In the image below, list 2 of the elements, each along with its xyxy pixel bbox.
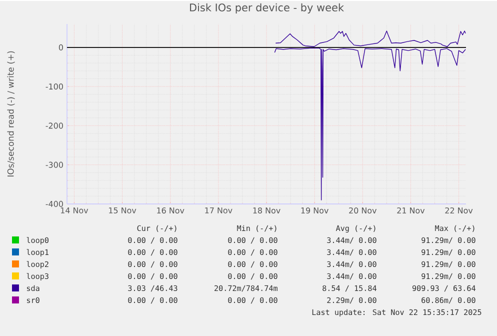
y-axis-title: IOs/second read (-) / write (+) [7, 51, 15, 176]
chart-title: Disk IOs per device - by week [190, 3, 344, 14]
